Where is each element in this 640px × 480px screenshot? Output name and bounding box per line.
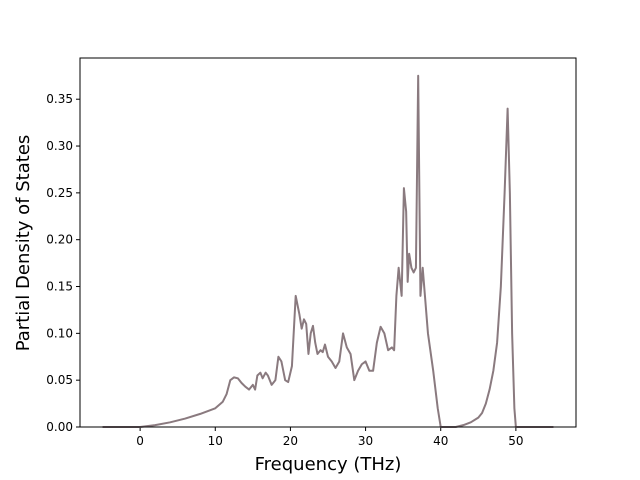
y-tick-label: 0.05: [46, 373, 73, 387]
x-axis-label: Frequency (THz): [255, 454, 402, 475]
y-tick-label: 0.15: [46, 280, 73, 294]
y-tick-label: 0.30: [46, 139, 73, 153]
y-tick-label: 0.25: [46, 186, 73, 200]
y-tick-label: 0.00: [46, 420, 73, 434]
x-tick-label: 20: [283, 434, 298, 448]
x-tick-label: 10: [208, 434, 223, 448]
y-tick-label: 0.35: [46, 92, 73, 106]
plot-frame: [79, 57, 577, 428]
y-tick-label: 0.20: [46, 233, 73, 247]
x-tick-label: 40: [433, 434, 448, 448]
x-tick-label: 50: [508, 434, 523, 448]
y-axis-label: Partial Density of States: [13, 135, 34, 352]
y-tick-label: 0.10: [46, 326, 73, 340]
x-tick-label: 30: [358, 434, 373, 448]
x-tick-label: 0: [136, 434, 144, 448]
line: [102, 74, 554, 428]
